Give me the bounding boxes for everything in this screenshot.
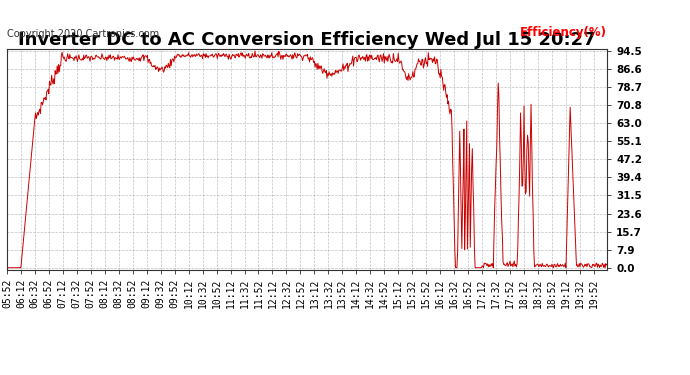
- Text: Efficiency(%): Efficiency(%): [520, 26, 607, 39]
- Text: Copyright 2020 Cartronics.com: Copyright 2020 Cartronics.com: [7, 29, 159, 39]
- Title: Inverter DC to AC Conversion Efficiency Wed Jul 15 20:27: Inverter DC to AC Conversion Efficiency …: [18, 31, 596, 49]
